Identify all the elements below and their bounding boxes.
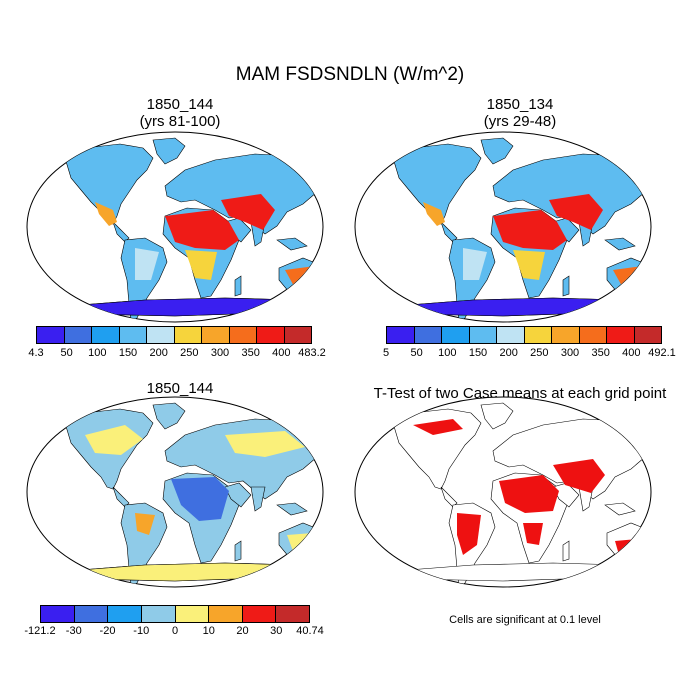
colorbar-tick-label: 250 bbox=[180, 347, 199, 359]
colorbar-swatch bbox=[579, 327, 607, 343]
colorbar-swatch bbox=[284, 327, 311, 343]
colorbar-swatch bbox=[174, 327, 202, 343]
colorbar-swatch bbox=[276, 606, 309, 622]
colorbar-swatch bbox=[387, 327, 415, 343]
colorbar-tick-label: -20 bbox=[99, 625, 116, 637]
colorbar-swatch bbox=[442, 327, 470, 343]
colorbar-tick-label: 150 bbox=[118, 347, 138, 359]
colorbar-tick-label: 20 bbox=[236, 625, 249, 637]
colorbar-tick-label: 10 bbox=[202, 625, 215, 637]
colorbar-swatch bbox=[229, 327, 257, 343]
colorbar-tick-label: -121.2 bbox=[24, 625, 56, 637]
map-bottom-right bbox=[354, 396, 652, 588]
colorbar-tick-label: 100 bbox=[88, 347, 107, 359]
colorbar-tick-label: 200 bbox=[499, 347, 518, 359]
colorbar-tick-label: -10 bbox=[133, 625, 150, 637]
map-top-left bbox=[26, 131, 324, 323]
colorbar-swatch bbox=[414, 327, 442, 343]
panel-title-line1: 1850_144 bbox=[146, 96, 214, 113]
colorbar-swatch bbox=[119, 327, 147, 343]
colorbar-top-left-labels: 4.3 50 100 150 200 250 300 350 400 483.2 bbox=[28, 347, 325, 361]
colorbar-tick-label: 50 bbox=[60, 347, 73, 359]
colorbar-tick-label: 492.1 bbox=[648, 347, 676, 359]
colorbar-swatch bbox=[524, 327, 552, 343]
colorbar-tick-label: 483.2 bbox=[298, 347, 326, 359]
colorbar-top-right-labels: 5 50 100 150 200 250 300 350 400 492.1 bbox=[382, 347, 676, 361]
panel-title-line2: (yrs 29-48) bbox=[483, 113, 557, 130]
colorbar-tick-label: 350 bbox=[591, 347, 610, 359]
colorbar-top-right bbox=[386, 326, 662, 344]
colorbar-bottom-left-labels: -121.2 -30 -20 -10 0 10 20 30 40.74 bbox=[24, 625, 323, 639]
colorbar-tick-label: 50 bbox=[410, 347, 423, 359]
colorbar-swatch bbox=[202, 327, 230, 343]
panel-title-top-left: 1850_144 (yrs 81-100) bbox=[30, 96, 330, 130]
colorbar-swatch bbox=[552, 327, 580, 343]
panel-title-line1: 1850_134 bbox=[486, 96, 554, 113]
colorbar-swatch bbox=[37, 327, 65, 343]
colorbar-tick-label: 0 bbox=[171, 625, 179, 637]
colorbar-tick-label: 250 bbox=[530, 347, 549, 359]
colorbar-swatch bbox=[141, 606, 176, 622]
colorbar-tick-label: 150 bbox=[468, 347, 488, 359]
colorbar-swatch bbox=[469, 327, 497, 343]
panel-title-line2: (yrs 81-100) bbox=[139, 113, 221, 130]
colorbar-tick-label: 40.74 bbox=[296, 625, 324, 637]
colorbar-bottom-left bbox=[40, 605, 310, 623]
colorbar-swatch bbox=[147, 327, 175, 343]
significance-note: Cells are significant at 0.1 level bbox=[449, 614, 601, 626]
colorbar-swatch bbox=[41, 606, 75, 622]
figure-title: MAM FSDSNDLN (W/m^2) bbox=[235, 64, 465, 85]
map-top-right bbox=[354, 131, 652, 323]
colorbar-tick-label: 200 bbox=[149, 347, 168, 359]
colorbar-swatch bbox=[92, 327, 120, 343]
colorbar-tick-label: 100 bbox=[438, 347, 457, 359]
colorbar-swatch bbox=[175, 606, 210, 622]
panel-title-top-right: 1850_134 (yrs 29-48) bbox=[370, 96, 670, 130]
colorbar-tick-label: 5 bbox=[382, 347, 390, 359]
colorbar-swatch bbox=[607, 327, 635, 343]
colorbar-swatch bbox=[108, 606, 142, 622]
colorbar-tick-label: 30 bbox=[270, 625, 283, 637]
panel-title-bottom-right: T-Test of two Case means at each grid po… bbox=[373, 385, 667, 402]
colorbar-swatch bbox=[242, 606, 277, 622]
colorbar-top-left bbox=[36, 326, 312, 344]
colorbar-tick-label: 300 bbox=[210, 347, 230, 359]
colorbar-tick-label: 400 bbox=[272, 347, 291, 359]
colorbar-tick-label: 4.3 bbox=[28, 347, 44, 359]
map-bottom-left bbox=[26, 396, 324, 588]
colorbar-tick-label: 300 bbox=[560, 347, 580, 359]
colorbar-swatch bbox=[257, 327, 285, 343]
colorbar-swatch bbox=[634, 327, 661, 343]
colorbar-swatch bbox=[64, 327, 92, 343]
colorbar-tick-label: 400 bbox=[622, 347, 641, 359]
colorbar-swatch bbox=[209, 606, 243, 622]
colorbar-swatch bbox=[74, 606, 109, 622]
colorbar-tick-label: -30 bbox=[65, 625, 82, 637]
colorbar-swatch bbox=[497, 327, 525, 343]
panel-title-line1: 1850_144 bbox=[146, 380, 214, 397]
colorbar-tick-label: 350 bbox=[241, 347, 260, 359]
